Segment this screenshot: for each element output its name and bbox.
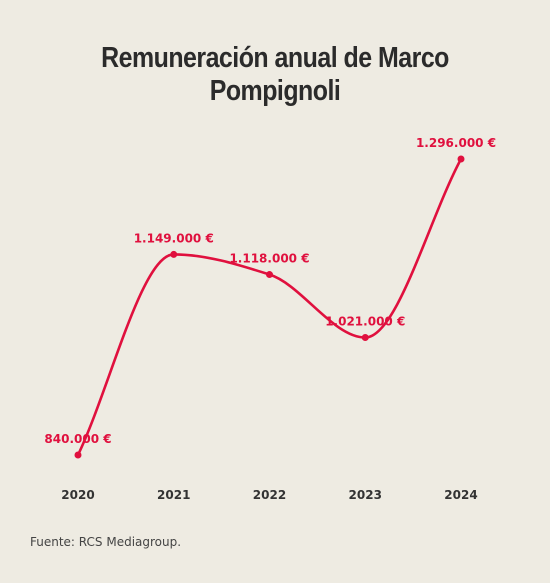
series-line [76, 157, 463, 457]
data-point-2020 [74, 451, 82, 459]
series-layer [76, 157, 463, 457]
data-label-2022: 1.118.000 € [229, 252, 309, 266]
chart-title: Remuneración anual de Marco Pompignoli [101, 42, 449, 107]
data-point-2021 [170, 250, 178, 258]
x-tick-label-2020: 2020 [61, 488, 94, 502]
source-note: Fuente: RCS Mediagroup. [30, 535, 182, 549]
data-label-2021: 1.149.000 € [134, 231, 214, 245]
data-label-2024: 1.296.000 € [416, 136, 496, 150]
x-axis: 2020 2021 2022 2023 2024 [61, 488, 477, 502]
points-layer [74, 155, 465, 459]
data-point-2024 [457, 155, 465, 163]
x-tick-label-2022: 2022 [253, 488, 286, 502]
x-tick-label-2023: 2023 [349, 488, 382, 502]
data-point-2023 [361, 334, 369, 342]
data-label-2020: 840.000 € [44, 432, 111, 446]
data-point-2022 [266, 271, 273, 279]
x-tick-label-2024: 2024 [444, 488, 477, 502]
data-labels-layer: 840.000 € 1.149.000 € 1.118.000 € 1.021.000… [44, 136, 496, 446]
x-tick-label-2021: 2021 [157, 488, 190, 502]
data-label-2023: 1.021.000 € [325, 315, 405, 329]
